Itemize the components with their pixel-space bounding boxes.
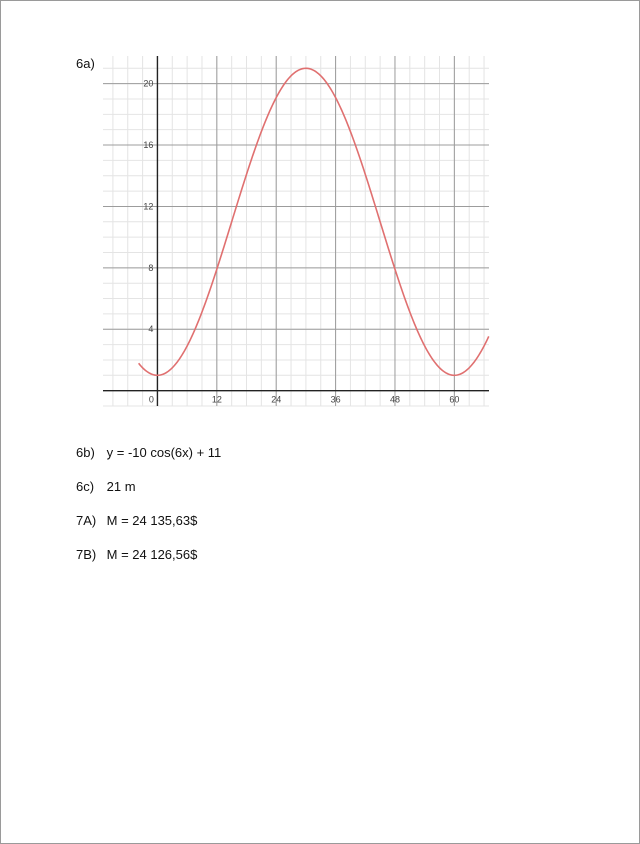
x-tick-label: 36 xyxy=(331,395,341,405)
y-tick-label: 16 xyxy=(143,140,153,150)
answer-number: 7A) xyxy=(76,513,97,528)
plot-background xyxy=(103,56,495,424)
x-tick-label: 24 xyxy=(271,395,281,405)
answer-number: 6c) xyxy=(76,479,95,494)
question-6a-label: 6a) xyxy=(76,56,95,71)
y-tick-label: 20 xyxy=(143,79,153,89)
axes xyxy=(103,56,489,406)
answer-number: 6b) xyxy=(76,445,95,460)
major-grid xyxy=(103,56,489,406)
x-tick-label: 12 xyxy=(212,395,222,405)
x-tick-label: 48 xyxy=(390,395,400,405)
answer-number: 7B) xyxy=(76,547,97,562)
answer-text: M = 24 135,63$ xyxy=(106,513,198,528)
x-tick-label: 60 xyxy=(449,395,459,405)
answer-7b: 7B) M = 24 126,56$ xyxy=(76,547,221,581)
y-tick-labels: 4 8 12 16 20 xyxy=(143,79,153,335)
answer-text: 21 m xyxy=(106,479,136,494)
answer-6b: 6b) y = -10 cos(6x) + 11 xyxy=(76,445,221,479)
answer-text: y = -10 cos(6x) + 11 xyxy=(106,445,222,460)
answer-6c: 6c) 21 m xyxy=(76,479,221,513)
answer-text: M = 24 126,56$ xyxy=(106,547,198,562)
answers-list: 6b) y = -10 cos(6x) + 11 6c) 21 m 7A) M … xyxy=(76,445,221,581)
y-tick-label: 8 xyxy=(148,263,153,273)
answer-7a: 7A) M = 24 135,63$ xyxy=(76,513,221,547)
y-tick-label: 12 xyxy=(143,201,153,211)
x-tick-label: 0 xyxy=(149,395,154,405)
y-tick-label: 4 xyxy=(148,324,153,334)
x-tick-labels: 0 12 24 36 48 60 xyxy=(149,395,459,405)
series-line-cosine xyxy=(138,67,490,377)
